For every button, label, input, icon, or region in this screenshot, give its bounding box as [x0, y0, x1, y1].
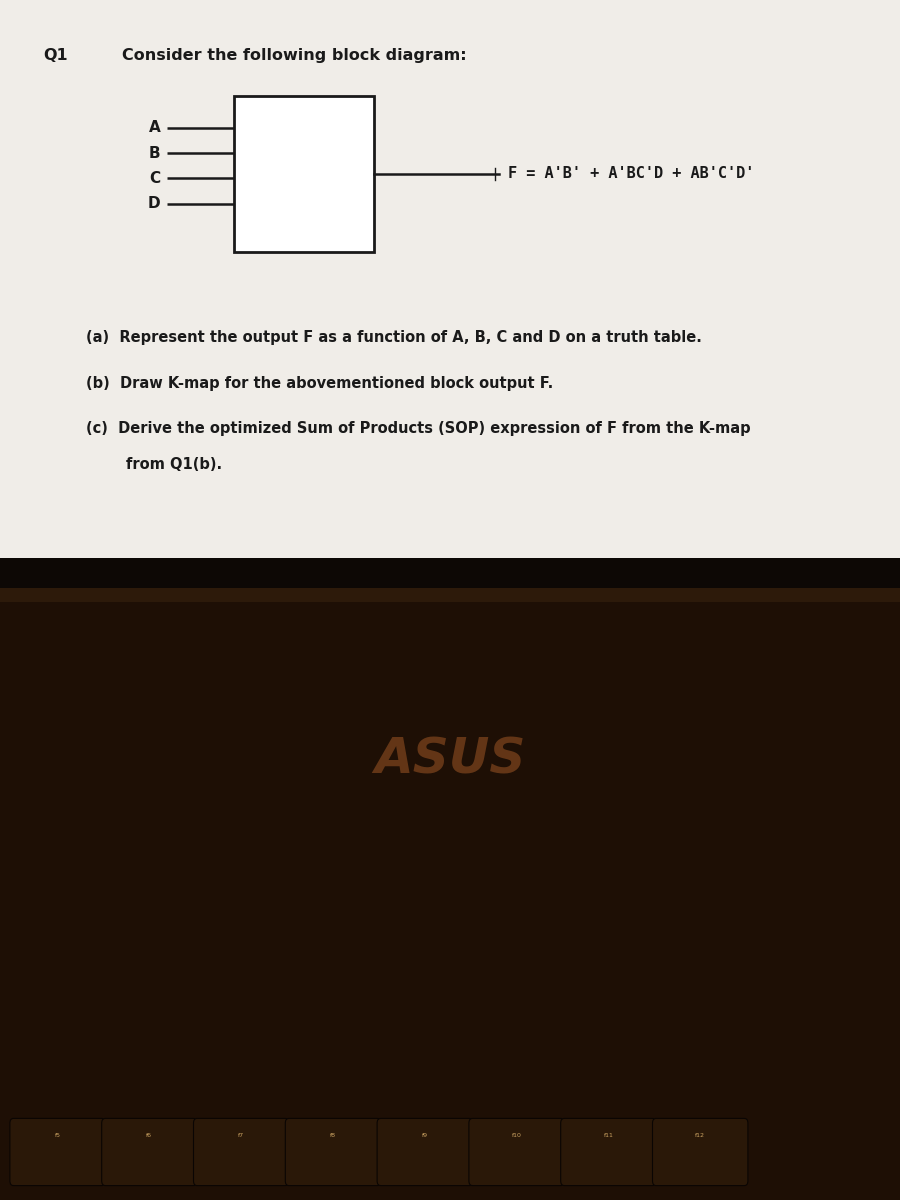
FancyBboxPatch shape [469, 1118, 564, 1186]
Text: f6: f6 [147, 1133, 152, 1139]
Text: f5: f5 [55, 1133, 60, 1139]
Text: from Q1(b).: from Q1(b). [126, 457, 222, 472]
Bar [0, 0, 900, 558]
Text: Q1: Q1 [43, 48, 68, 62]
Bar [0, 558, 900, 588]
Text: f12: f12 [695, 1133, 706, 1139]
Text: f10: f10 [512, 1133, 521, 1139]
Bar [0, 588, 900, 1200]
Text: F = A'B' + A'BC'D + AB'C'D': F = A'B' + A'BC'D + AB'C'D' [508, 167, 755, 181]
Text: Consider the following block diagram:: Consider the following block diagram: [122, 48, 466, 62]
Text: (b)  Draw K-map for the abovementioned block output F.: (b) Draw K-map for the abovementioned bl… [86, 376, 553, 391]
Text: C: C [149, 170, 160, 186]
Text: (c)  Derive the optimized Sum of Products (SOP) expression of F from the K-map: (c) Derive the optimized Sum of Products… [86, 421, 750, 436]
Text: f9: f9 [422, 1133, 427, 1139]
FancyBboxPatch shape [377, 1118, 472, 1186]
Text: (a)  Represent the output F as a function of A, B, C and D on a truth table.: (a) Represent the output F as a function… [86, 330, 701, 346]
FancyBboxPatch shape [10, 1118, 105, 1186]
Text: B: B [148, 145, 160, 161]
FancyBboxPatch shape [102, 1118, 197, 1186]
FancyBboxPatch shape [194, 1118, 289, 1186]
Text: f8: f8 [330, 1133, 336, 1139]
Text: f11: f11 [604, 1133, 613, 1139]
Text: f7: f7 [238, 1133, 244, 1139]
Text: A: A [148, 120, 160, 134]
FancyBboxPatch shape [561, 1118, 656, 1186]
FancyBboxPatch shape [652, 1118, 748, 1186]
FancyBboxPatch shape [285, 1118, 381, 1186]
Bar [0, 588, 900, 602]
Text: ASUS: ASUS [374, 736, 526, 784]
Text: D: D [148, 197, 160, 211]
Bar [234, 96, 374, 252]
